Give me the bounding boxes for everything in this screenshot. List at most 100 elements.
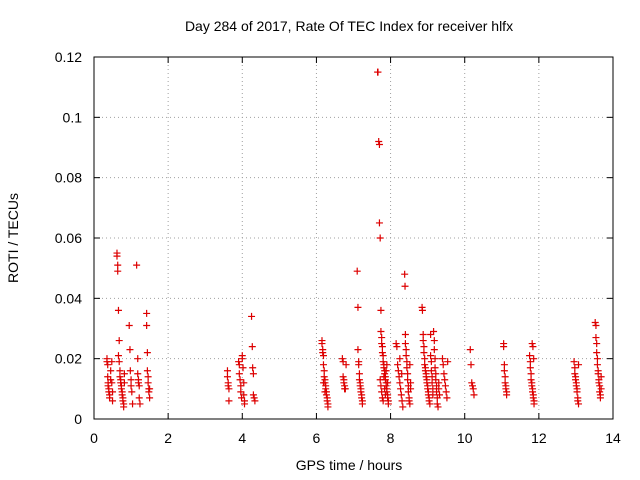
data-point — [117, 385, 125, 393]
data-point — [379, 358, 387, 366]
data-point — [596, 394, 604, 402]
data-point — [442, 388, 450, 396]
data-point — [592, 321, 600, 329]
data-point — [402, 346, 410, 354]
data-point — [418, 306, 426, 314]
data-point — [430, 346, 438, 354]
data-point — [444, 358, 452, 366]
data-points — [103, 68, 605, 411]
y-tick-label: 0.1 — [63, 109, 83, 125]
data-point — [114, 306, 122, 314]
x-tick-label: 4 — [238, 430, 246, 446]
data-point — [355, 370, 363, 378]
data-point — [249, 370, 257, 378]
data-point — [378, 340, 386, 348]
data-point — [421, 355, 429, 363]
data-point — [573, 388, 581, 396]
data-point — [441, 382, 449, 390]
data-point — [223, 367, 231, 375]
data-point — [127, 376, 135, 384]
data-point — [420, 349, 428, 357]
data-point — [529, 394, 537, 402]
data-point — [570, 358, 578, 366]
data-point — [339, 373, 347, 381]
data-point — [379, 352, 387, 360]
data-point — [528, 340, 536, 348]
data-point — [135, 394, 143, 402]
data-point — [597, 373, 605, 381]
data-point — [403, 364, 411, 372]
data-point — [126, 367, 134, 375]
data-point — [135, 382, 143, 390]
data-point — [125, 321, 133, 329]
data-point — [380, 373, 388, 381]
x-axis-label: GPS time / hours — [296, 457, 403, 473]
data-point — [529, 388, 537, 396]
data-point — [340, 379, 348, 387]
data-point — [319, 352, 327, 360]
data-point — [127, 382, 135, 390]
data-point — [377, 382, 385, 390]
data-point — [115, 337, 123, 345]
data-point — [427, 358, 435, 366]
data-point — [377, 306, 385, 314]
data-point — [250, 394, 258, 402]
data-point — [146, 394, 154, 402]
data-point — [107, 367, 115, 375]
data-point — [104, 373, 112, 381]
data-point — [341, 385, 349, 393]
data-point — [239, 364, 247, 372]
data-point — [106, 394, 114, 402]
y-tick-labels: 0 0.02 0.04 0.06 0.08 0.1 0.12 — [55, 49, 82, 427]
axis-ticks — [93, 56, 614, 420]
data-point — [405, 397, 413, 405]
data-point — [136, 400, 144, 408]
data-point — [571, 364, 579, 372]
data-point — [223, 373, 231, 381]
data-point — [109, 388, 117, 396]
y-tick-label: 0.08 — [55, 170, 82, 186]
x-tick-label: 10 — [457, 430, 473, 446]
plot-frame — [93, 56, 614, 420]
data-point — [108, 379, 116, 387]
data-point — [419, 337, 427, 345]
data-point — [529, 343, 537, 351]
data-point — [501, 373, 509, 381]
data-point — [392, 340, 400, 348]
data-point — [419, 331, 427, 339]
data-point — [503, 391, 511, 399]
data-point — [574, 397, 582, 405]
data-point — [381, 385, 389, 393]
data-point — [324, 403, 332, 411]
data-point — [320, 367, 328, 375]
data-point — [500, 361, 508, 369]
grid-lines — [94, 57, 613, 419]
data-point — [109, 397, 117, 405]
data-point — [443, 394, 451, 402]
data-point — [225, 385, 233, 393]
x-tick-label: 6 — [313, 430, 321, 446]
data-point — [593, 355, 601, 363]
data-point — [383, 361, 391, 369]
data-point — [120, 370, 128, 378]
y-tick-label: 0.02 — [55, 351, 82, 367]
data-point — [592, 334, 600, 342]
data-point — [354, 303, 362, 311]
data-point — [118, 391, 126, 399]
data-point — [401, 270, 409, 278]
data-point — [358, 400, 366, 408]
data-point — [530, 355, 538, 363]
data-point — [393, 343, 401, 351]
data-point — [113, 252, 121, 260]
data-point — [322, 385, 330, 393]
data-point — [381, 370, 389, 378]
data-point — [467, 361, 475, 369]
data-point — [377, 328, 385, 336]
data-point — [378, 343, 386, 351]
data-point — [436, 391, 444, 399]
data-point — [375, 219, 383, 227]
data-point — [143, 349, 151, 357]
data-point — [375, 137, 383, 145]
data-point — [571, 370, 579, 378]
data-point — [396, 355, 404, 363]
